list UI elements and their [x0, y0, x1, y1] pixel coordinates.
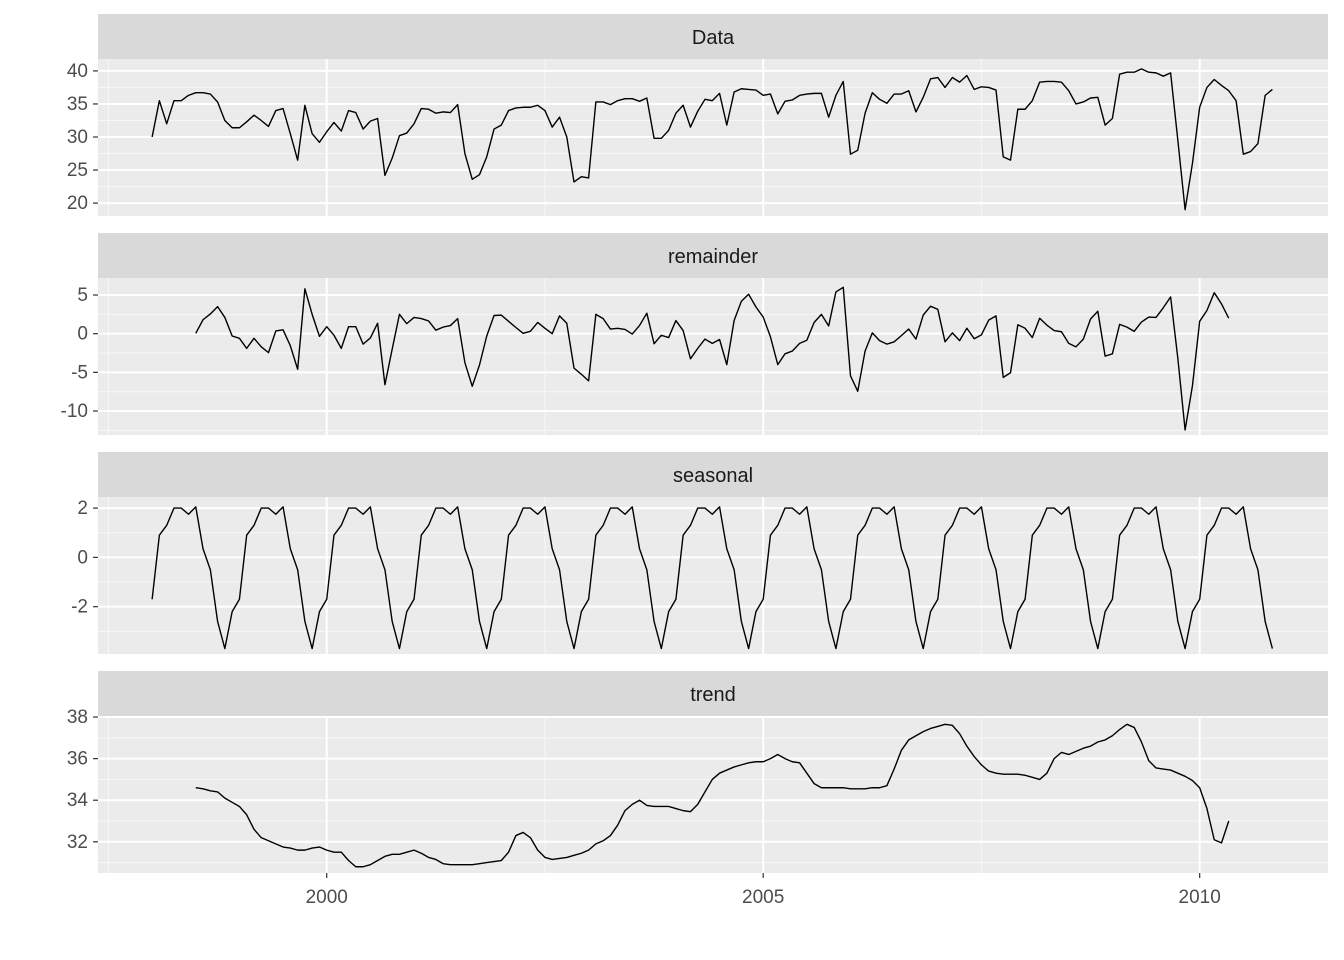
series-line — [195, 723, 1230, 868]
y-tick-label: 34 — [67, 790, 89, 811]
x-tick-label: 2010 — [1179, 887, 1221, 908]
facet-strip — [98, 671, 1328, 716]
y-tick-label: 32 — [67, 832, 88, 853]
facet-strip-label: trend — [690, 684, 736, 706]
y-tick-label: 0 — [77, 324, 88, 345]
series-line — [151, 68, 1273, 211]
y-tick-label: 2 — [77, 498, 88, 519]
facet-strip — [98, 452, 1328, 497]
panel-background — [98, 716, 1328, 873]
y-tick-label: 30 — [67, 127, 88, 148]
facet-strip-label: Data — [692, 27, 735, 49]
y-tick-label: 20 — [67, 193, 88, 214]
panel-background — [98, 497, 1328, 654]
y-tick-label: 5 — [77, 285, 88, 306]
facet-strip — [98, 14, 1328, 59]
y-tick-label: 38 — [67, 707, 88, 728]
facet-strip-label: seasonal — [673, 465, 753, 487]
y-tick-label: 40 — [67, 61, 88, 82]
y-tick-label: 0 — [77, 547, 88, 568]
x-tick-label: 2000 — [306, 887, 348, 908]
series-line — [151, 506, 1274, 650]
y-tick-label: -10 — [61, 401, 88, 422]
y-tick-label: 25 — [67, 160, 88, 181]
y-tick-label: 35 — [67, 94, 88, 115]
y-tick-label: 36 — [67, 749, 88, 770]
y-tick-label: -5 — [71, 362, 88, 383]
facet-strip — [98, 233, 1328, 278]
series-line — [195, 286, 1230, 431]
x-tick-label: 2005 — [742, 887, 784, 908]
y-tick-label: -2 — [71, 597, 88, 618]
facet-strip-label: remainder — [668, 246, 758, 268]
